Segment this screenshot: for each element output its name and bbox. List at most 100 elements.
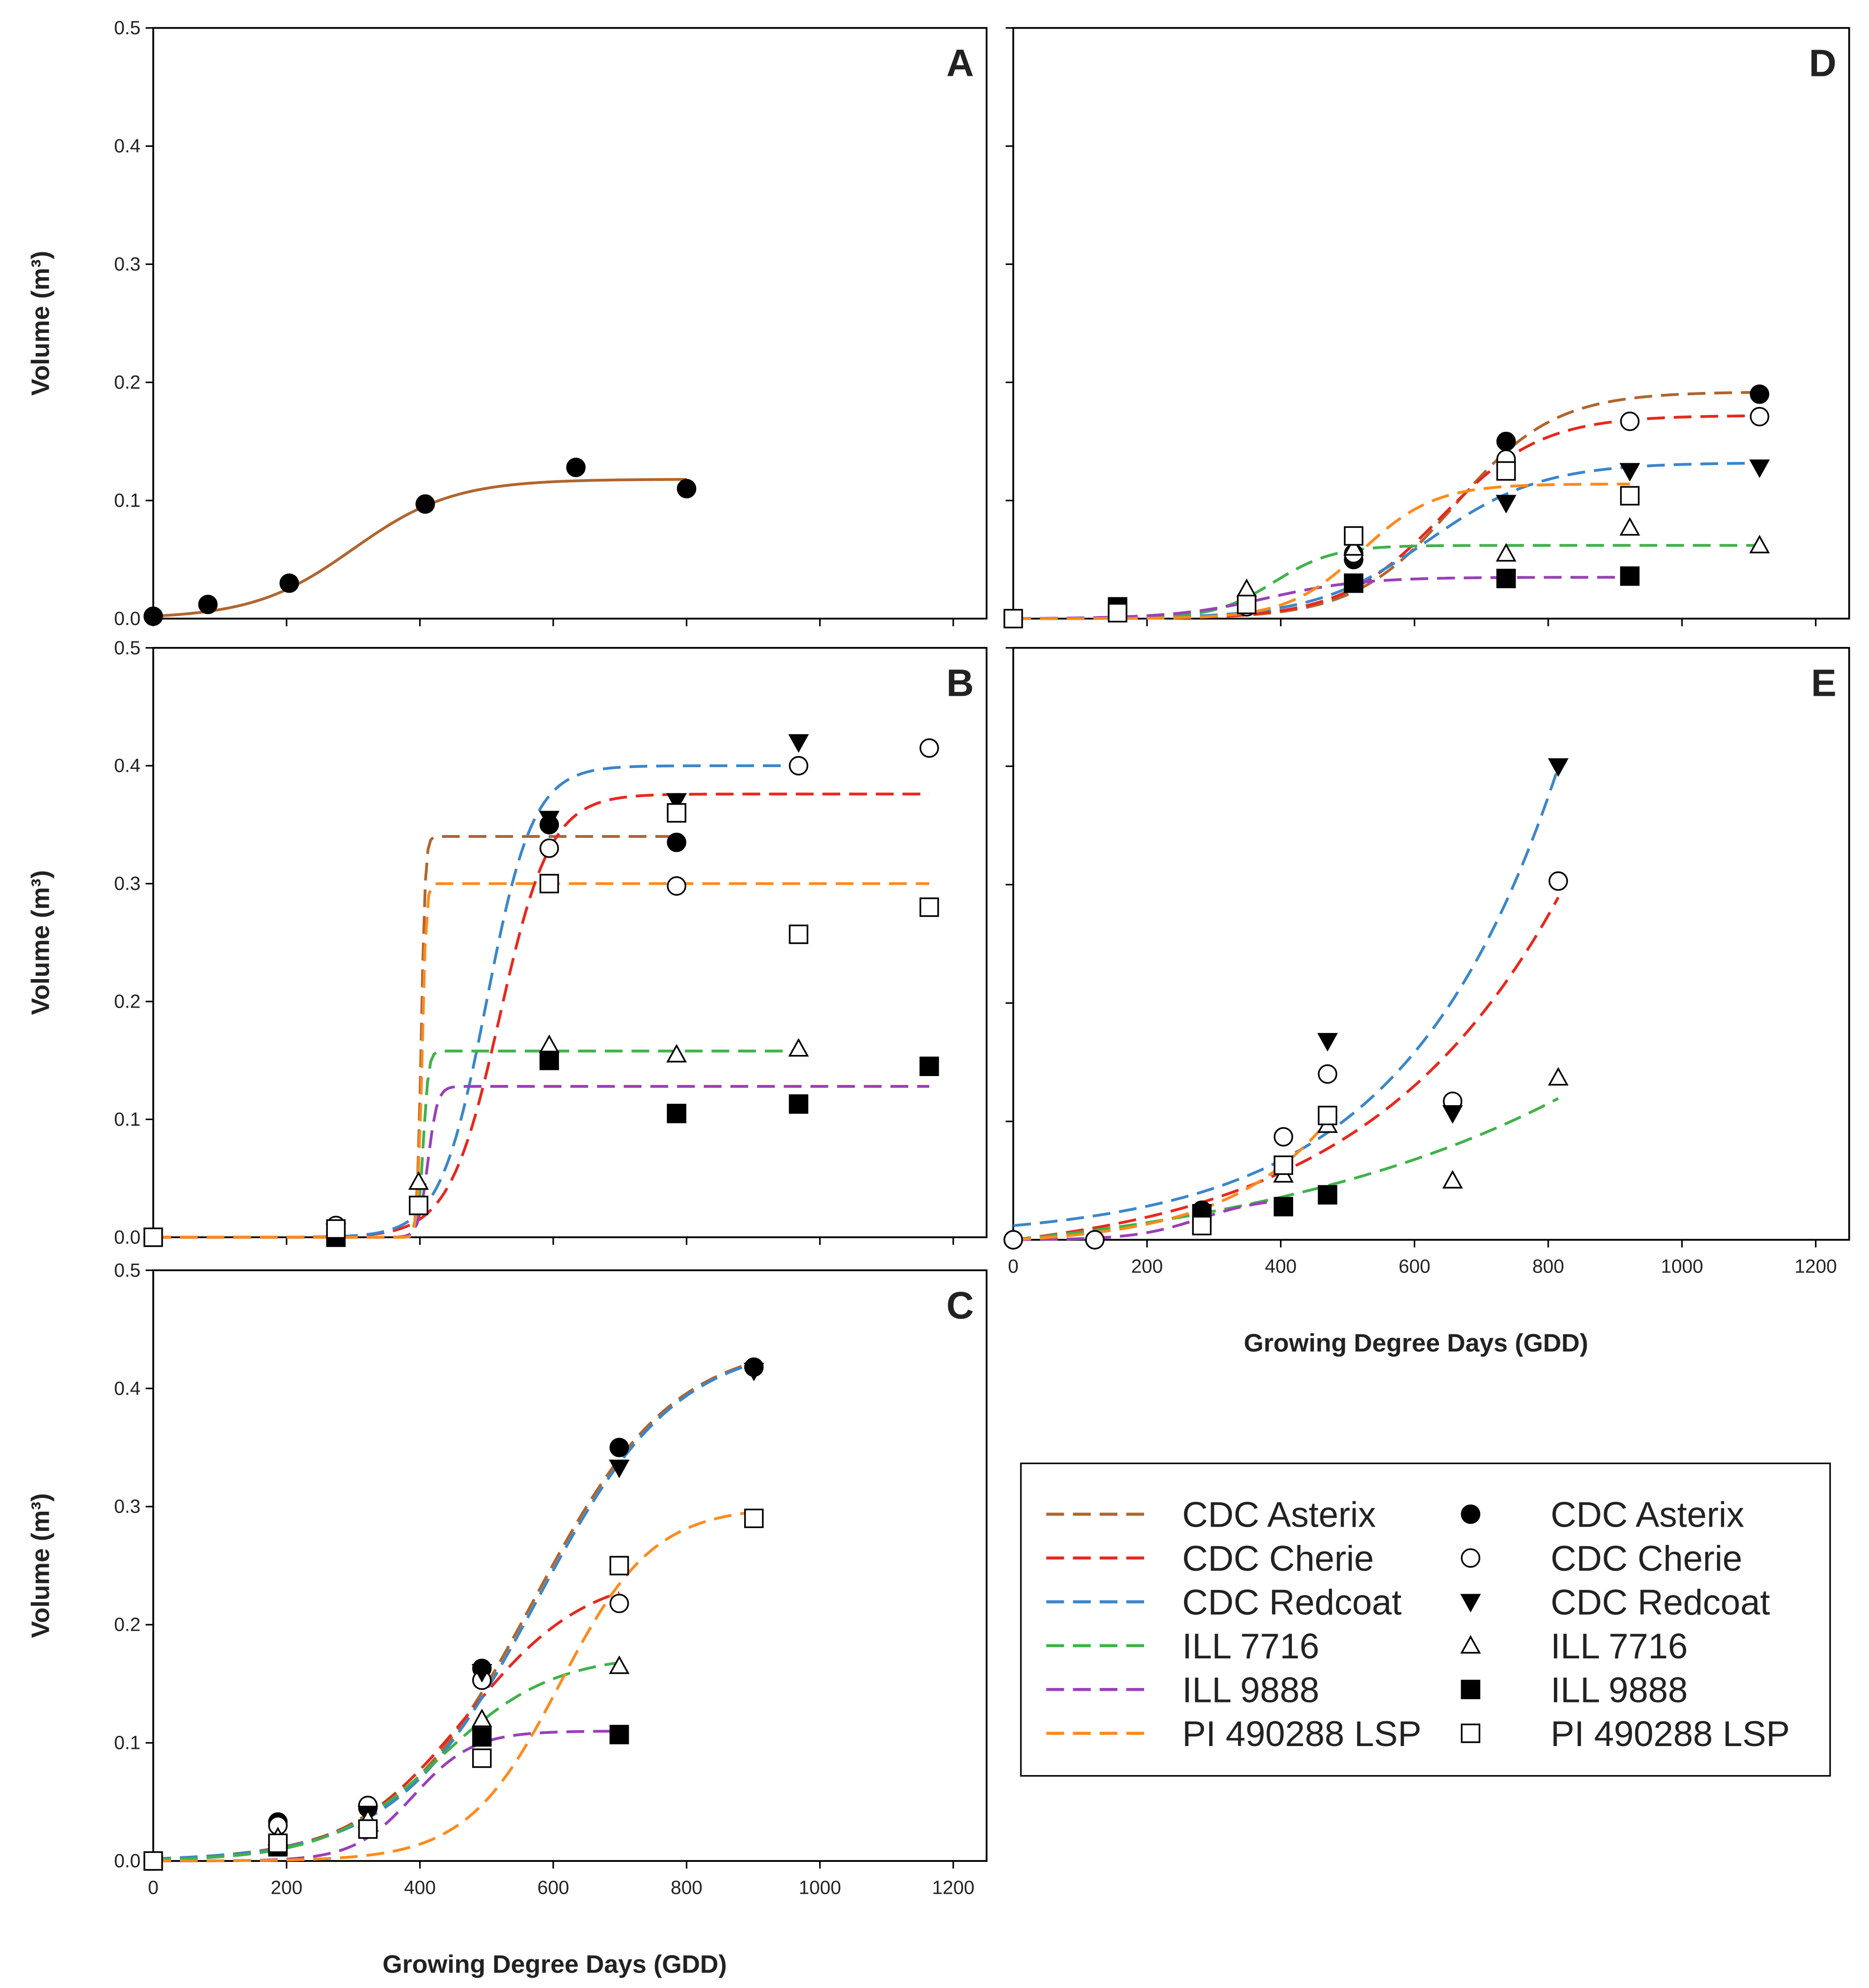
legend-line-label: PI 490288 LSP: [1182, 1714, 1421, 1754]
y-tick-label: 0.1: [114, 1732, 140, 1754]
data-point-ill-7716: [1749, 535, 1770, 554]
data-point-cdc-cherie: [667, 876, 686, 896]
data-point-ill-9888: [472, 1727, 492, 1747]
y-tick-label: 0.4: [114, 135, 140, 157]
data-point-ill-9888: [1620, 566, 1640, 586]
x-tick-label: 1200: [1794, 1256, 1837, 1277]
data-point-cdc-asterix: [609, 1438, 629, 1457]
panel-label: C: [946, 1284, 974, 1327]
data-point-pi-490288-lsp: [1344, 526, 1364, 546]
fit-curve-pi-490288-lsp: [1013, 482, 1630, 620]
panel-label: E: [1811, 662, 1836, 705]
data-point-pi-490288-lsp: [667, 803, 686, 823]
data-point-cdc-cherie: [919, 738, 939, 758]
plot-frame: [152, 647, 987, 1238]
data-point-cdc-cherie: [1085, 1230, 1105, 1250]
legend-marker-label: CDC Cherie: [1551, 1539, 1742, 1579]
data-point-pi-490288-lsp: [358, 1819, 378, 1839]
data-point-ill-7716: [609, 1655, 630, 1674]
data-point-cdc-redcoat: [743, 1363, 764, 1382]
legend-line-label: ILL 9888: [1182, 1670, 1319, 1710]
panel-label: B: [946, 662, 974, 705]
fit-curve-cdc-cherie: [1013, 896, 1560, 1242]
data-point-pi-490288-lsp: [143, 1851, 163, 1871]
data-point-cdc-redcoat: [1548, 758, 1569, 777]
data-point-ill-9888: [1496, 569, 1516, 588]
panel-c: 0.0 0.1 0.2 0.3 0.4 0.5 0 200 400 600 800 1000 1200 V…: [27, 1259, 987, 1978]
legend-line-label: ILL 7716: [1182, 1627, 1319, 1666]
data-point-cdc-asterix: [667, 832, 686, 852]
legend-marker-label: ILL 9888: [1551, 1670, 1688, 1710]
data-point-pi-490288-lsp: [472, 1748, 492, 1768]
data-point-pi-490288-lsp: [1236, 595, 1257, 614]
x-tick-label: 200: [1131, 1256, 1163, 1277]
data-point-pi-490288-lsp: [1108, 603, 1128, 623]
data-point-pi-490288-lsp: [408, 1196, 429, 1215]
data-point-ill-9888: [789, 1094, 808, 1114]
data-point-pi-490288-lsp: [326, 1219, 346, 1239]
data-point-cdc-redcoat: [1442, 1105, 1463, 1124]
y-axis-label: Volume (m³): [27, 251, 55, 396]
fit-curve-cdc-cherie: [153, 1591, 620, 1861]
data-point-ill-7716: [1343, 537, 1364, 556]
data-point-pi-490288-lsp: [539, 874, 559, 894]
fit-curve-pi-490288-lsp: [153, 882, 929, 1239]
data-point-cdc-cherie: [1749, 407, 1770, 427]
fit-curve-cdc-asterix: [153, 1361, 754, 1860]
fit-curve-cdc-redcoat: [153, 1362, 754, 1860]
data-point-cdc-cherie: [1003, 1230, 1023, 1250]
data-point-cdc-cherie: [1318, 1064, 1337, 1084]
y-tick-label: 0.4: [114, 755, 140, 776]
fit-curve-pi-490288-lsp: [153, 1510, 754, 1862]
data-point-cdc-redcoat: [609, 1460, 630, 1478]
panel-a: 0.0 0.1 0.2 0.3 0.4 0.5 Volume (m³) A: [27, 17, 987, 629]
data-point-ill-7716: [1496, 543, 1517, 562]
fit-curve-ill-9888: [1013, 576, 1630, 620]
y-tick-label: 0.4: [114, 1378, 140, 1399]
data-point-cdc-redcoat: [1496, 495, 1517, 514]
fit-curve-ill-9888: [153, 1730, 619, 1862]
fit-curve-cdc-redcoat: [1013, 461, 1760, 620]
legend-marker-swatch: [1460, 1594, 1481, 1612]
data-point-cdc-asterix: [415, 494, 435, 514]
data-point-pi-490288-lsp: [1192, 1216, 1212, 1235]
legend-marker-label: CDC Asterix: [1551, 1495, 1744, 1535]
data-point-pi-490288-lsp: [744, 1508, 764, 1529]
data-point-ill-9888: [667, 1104, 686, 1123]
y-tick-label: 0.0: [114, 1850, 140, 1872]
data-point-ill-9888: [609, 1724, 629, 1745]
data-point-pi-490288-lsp: [789, 924, 808, 944]
x-tick-label: 800: [1532, 1256, 1564, 1277]
data-point-ill-9888: [1274, 1197, 1293, 1217]
data-point-cdc-cherie: [1548, 871, 1568, 891]
y-tick-label: 0.3: [114, 1496, 140, 1517]
legend-marker-swatch: [1461, 1548, 1481, 1568]
x-tick-label: 800: [671, 1877, 702, 1898]
y-tick-label: 0.2: [114, 371, 140, 393]
data-point-cdc-asterix: [279, 573, 299, 593]
panel-label: D: [1809, 42, 1837, 85]
data-point-pi-490288-lsp: [919, 897, 939, 917]
legend-marker-swatch: [1460, 1635, 1481, 1654]
data-point-ill-7716: [1442, 1170, 1463, 1189]
data-point-pi-490288-lsp: [1496, 461, 1516, 481]
data-point-cdc-asterix: [1496, 431, 1516, 452]
fit-curve-ill-7716: [1013, 1097, 1559, 1242]
fit-curve-cdc-cherie: [1013, 414, 1760, 620]
fit-curve-ill-7716: [153, 1049, 799, 1239]
data-point-ill-7716: [408, 1171, 429, 1190]
panel-e: 0 200 400 600 800 1000 1200 Growing Degree Days…: [1003, 647, 1850, 1357]
y-tick-label: 0.1: [114, 489, 140, 511]
data-point-ill-7716: [539, 1034, 560, 1053]
x-tick-label: 1000: [1661, 1256, 1703, 1277]
data-point-ill-7716: [1619, 517, 1640, 536]
fit-curve-ill-9888: [1013, 1199, 1284, 1241]
y-tick-label: 0.3: [114, 873, 140, 894]
data-point-pi-490288-lsp: [143, 1227, 163, 1247]
legend-line-label: CDC Cherie: [1182, 1539, 1374, 1579]
x-tick-label: 1200: [932, 1877, 974, 1898]
x-tick-label: 0: [1008, 1256, 1019, 1277]
legend-box: [1020, 1462, 1831, 1777]
legend-marker-swatch: [1461, 1504, 1481, 1524]
